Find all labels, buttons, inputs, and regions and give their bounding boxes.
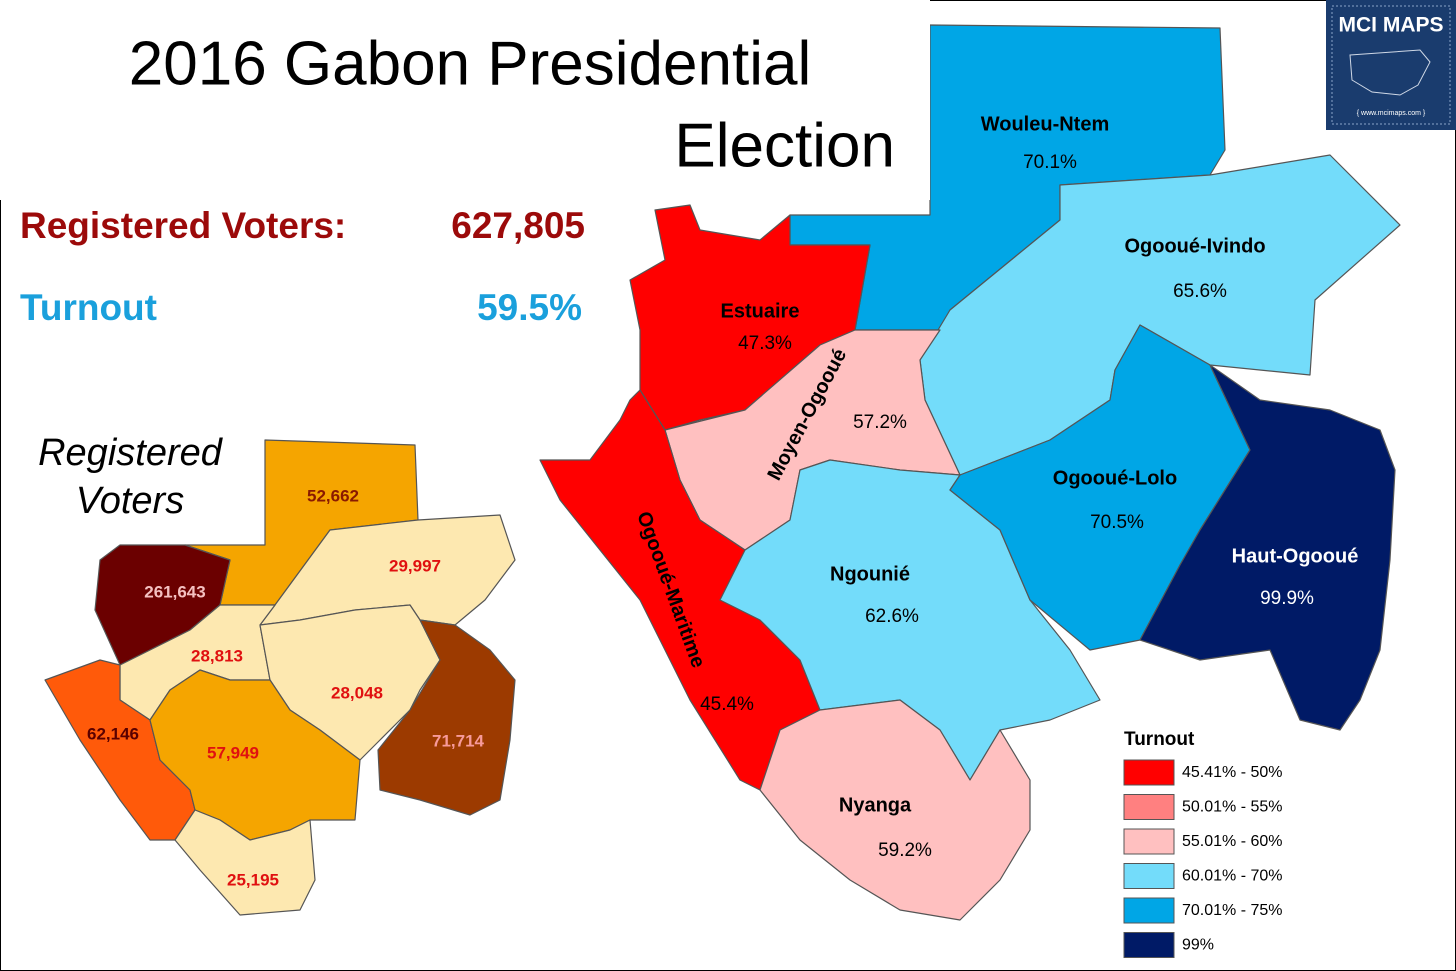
voters-value: 62,146 [87,724,139,743]
logo-url: { www.mcimaps.com } [1357,110,1426,117]
voters-value: 28,048 [331,683,383,702]
region-name: Nyanga [839,794,912,816]
legend-title: Turnout [1124,729,1195,750]
legend-items: 45.41% - 50% 50.01% - 55% 55.01% - 60% 60.0… [1123,759,1283,958]
legend-label: 70.01% - 75% [1182,902,1283,919]
voters-value: 28,813 [191,646,243,665]
region [1139,364,1396,731]
region-turnout: 57.2% [853,412,907,433]
region-turnout: 70.1% [1023,152,1077,173]
region [759,699,1031,921]
region [719,459,1101,781]
region-turnout: 62.6% [865,606,919,627]
region-name: Ogooué-Lolo [1053,467,1177,489]
logo-usa [1349,49,1431,96]
title-backdrop [0,0,930,200]
legend-label: 99% [1182,937,1214,954]
turnout-label: Turnout [20,287,157,328]
voters-value: 261,643 [144,582,205,601]
voters-map [44,439,516,916]
region-name: Wouleu-Ntem [981,113,1110,135]
region-turnout: 59.2% [878,840,932,861]
region-name: Estuaire [721,300,800,322]
region-turnout: 65.6% [1173,281,1227,302]
legend-swatch [1123,897,1175,924]
legend-label: 50.01% - 55% [1182,799,1283,816]
turnout-map [539,24,1401,921]
region-name: Ogooué-Ivindo [1124,235,1265,257]
region-turnout: 99.9% [1260,588,1314,609]
legend-label: 55.01% - 60% [1182,833,1283,850]
logo-box [1326,0,1456,130]
voters-value: 57,949 [207,743,259,762]
voters-value: 29,997 [389,556,441,575]
region-turnout: 47.3% [738,333,792,354]
voters-title: Voters [76,480,184,522]
registered-value: 627,805 [451,205,585,246]
legend-swatch [1123,932,1175,958]
region-turnout: 70.5% [1090,512,1144,533]
legend-label: 45.41% - 50% [1182,764,1283,781]
legend-swatch [1123,794,1175,820]
legend: Turnout 45.41% - 50% 50.01% - 55% 55.01% -… [1123,729,1283,958]
region [174,809,316,916]
region-name: Ngounié [830,563,910,585]
voters-value: 25,195 [227,870,279,889]
registered-label: Registered Voters: [20,205,346,246]
region [377,619,516,816]
legend-swatch [1123,759,1175,786]
title-line: 2016 Gabon Presidential [129,29,811,98]
voters-value: 52,662 [307,486,359,505]
title-line: Election [674,111,895,180]
region-turnout: 45.4% [700,694,754,715]
legend-label: 60.01% - 70% [1182,868,1283,885]
legend-swatch [1123,863,1175,889]
voters-value: 71,714 [432,731,485,750]
voters-title: Registered [38,432,224,474]
logo-border [1331,5,1451,125]
turnout-value: 59.5% [477,287,582,328]
region [149,669,361,841]
logo-name: MCI MAPS [1339,14,1444,37]
legend-swatch [1123,828,1175,855]
region-name: Haut-Ogooué [1232,545,1359,567]
